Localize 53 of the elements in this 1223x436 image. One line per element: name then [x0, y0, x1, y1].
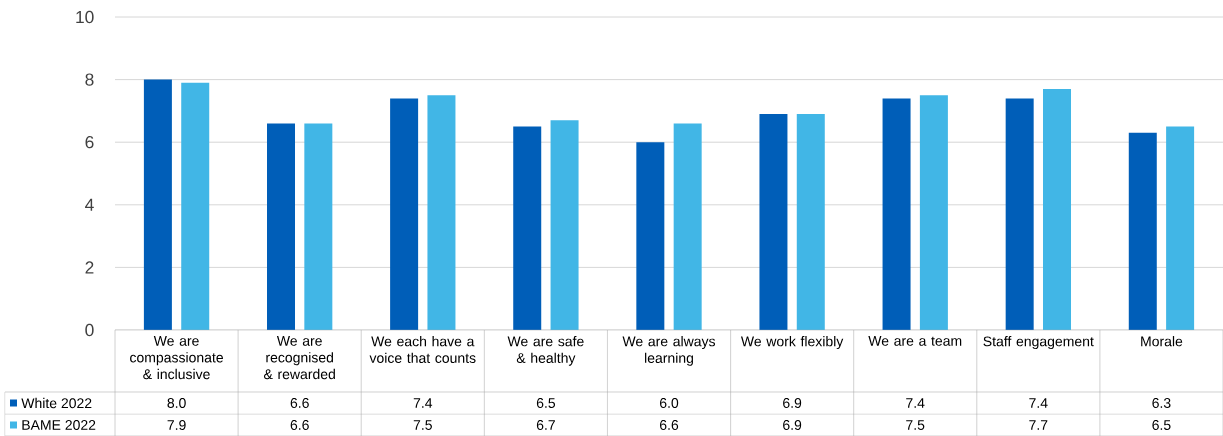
data-label: 6.0	[659, 398, 679, 408]
x-tick-label: We each have a voice that counts	[369, 336, 476, 363]
bar	[882, 98, 911, 330]
data-label: 7.4	[1029, 398, 1048, 408]
bar	[1166, 126, 1195, 330]
x-tick-label: We work flexibly	[740, 336, 844, 350]
bar	[390, 98, 419, 330]
bar	[673, 123, 702, 330]
data-label: 6.6	[290, 420, 309, 430]
bar	[513, 126, 542, 330]
x-tick-label: We are a team	[868, 336, 962, 346]
bar	[636, 142, 665, 330]
data-label: 6.6	[290, 398, 309, 408]
data-label: 6.6	[659, 420, 679, 430]
bar	[1128, 132, 1157, 330]
bar	[143, 79, 172, 330]
data-label: 6.3	[1152, 398, 1171, 408]
x-tick-label: Morale	[1141, 336, 1183, 347]
x-tick-label: We are always learning	[622, 336, 716, 366]
x-tick-label: We are compassionate & inclusive	[130, 336, 223, 380]
bar	[1043, 88, 1072, 330]
bar	[1005, 98, 1034, 330]
bar	[550, 120, 579, 330]
y-tick-label: 0	[85, 323, 94, 337]
data-label: 6.5	[536, 398, 556, 408]
bar	[427, 95, 456, 330]
data-label: 7.7	[1029, 420, 1048, 430]
data-label: 7.4	[413, 398, 433, 408]
bar	[919, 95, 948, 330]
y-tick-label: 4	[85, 198, 94, 211]
data-label: 7.9	[167, 420, 186, 430]
bar	[304, 123, 333, 330]
y-tick-label: 8	[85, 73, 94, 86]
data-label: 8.0	[167, 398, 186, 408]
x-tick-label: Staff engagement	[983, 336, 1094, 350]
y-tick-label: 10	[76, 10, 94, 24]
bar	[759, 114, 788, 330]
y-tick-label: 2	[85, 261, 94, 274]
legend-label: White 2022	[21, 397, 92, 409]
x-tick-label: We are safe & healthy	[507, 336, 584, 366]
x-tick-label: We are recognised & rewarded	[263, 336, 335, 380]
y-tick-label: 6	[85, 136, 94, 149]
data-label: 7.4	[906, 398, 925, 408]
data-label: 6.5	[1152, 420, 1171, 430]
legend-label: BAME 2022	[22, 420, 96, 430]
data-label: 7.5	[413, 420, 432, 430]
data-label: 6.9	[783, 420, 802, 430]
data-label: 7.5	[906, 420, 925, 430]
data-label: 6.9	[783, 398, 802, 408]
data-label: 6.7	[536, 420, 555, 430]
bar	[796, 114, 825, 330]
bar	[267, 123, 296, 330]
bar	[181, 82, 210, 330]
